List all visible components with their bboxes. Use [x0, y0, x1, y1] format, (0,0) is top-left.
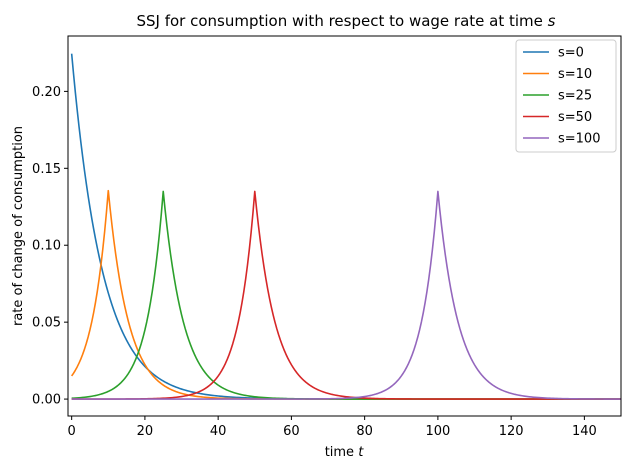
y-tick-label: 0.05 [32, 316, 61, 331]
x-tick-label: 0 [68, 424, 76, 439]
x-tick-label: 120 [499, 424, 524, 439]
legend-box [515, 39, 617, 153]
x-tick-label: 20 [137, 424, 154, 439]
legend: s=0 s=10 s=25 s=50 s=100 [515, 39, 617, 153]
legend-label-s-25: s=25 [558, 89, 592, 104]
y-tick-label: 0.10 [32, 239, 61, 254]
x-tick-label: 60 [283, 424, 300, 439]
y-tick-label: 0.15 [32, 162, 61, 177]
y-tick-label: 0.20 [32, 85, 61, 100]
plot-lines [70, 53, 621, 400]
x-tick-label: 40 [210, 424, 227, 439]
axes-frame [67, 35, 622, 417]
series-line-s-50 [71, 190, 621, 400]
y-tick-label: 0.00 [32, 393, 61, 408]
series-line-s-100 [71, 190, 621, 400]
legend-label-s-0: s=0 [558, 46, 584, 61]
y-axis-label: rate of change of consumption [11, 126, 26, 326]
x-tick-label: 140 [572, 424, 597, 439]
legend-label-s-50: s=50 [558, 110, 592, 125]
x-tick-label: 100 [425, 424, 450, 439]
x-tick-label: 80 [356, 424, 373, 439]
legend-label-s-100: s=100 [558, 132, 600, 147]
y-axis: 0.00 0.05 0.10 0.15 0.20 [32, 85, 68, 408]
x-axis: 0 20 40 60 80 100 120 140 [68, 416, 597, 439]
x-axis-label: time t [325, 445, 365, 460]
legend-label-s-10: s=10 [558, 67, 592, 82]
chart-title: SSJ for consumption with respect to wage… [136, 12, 555, 30]
